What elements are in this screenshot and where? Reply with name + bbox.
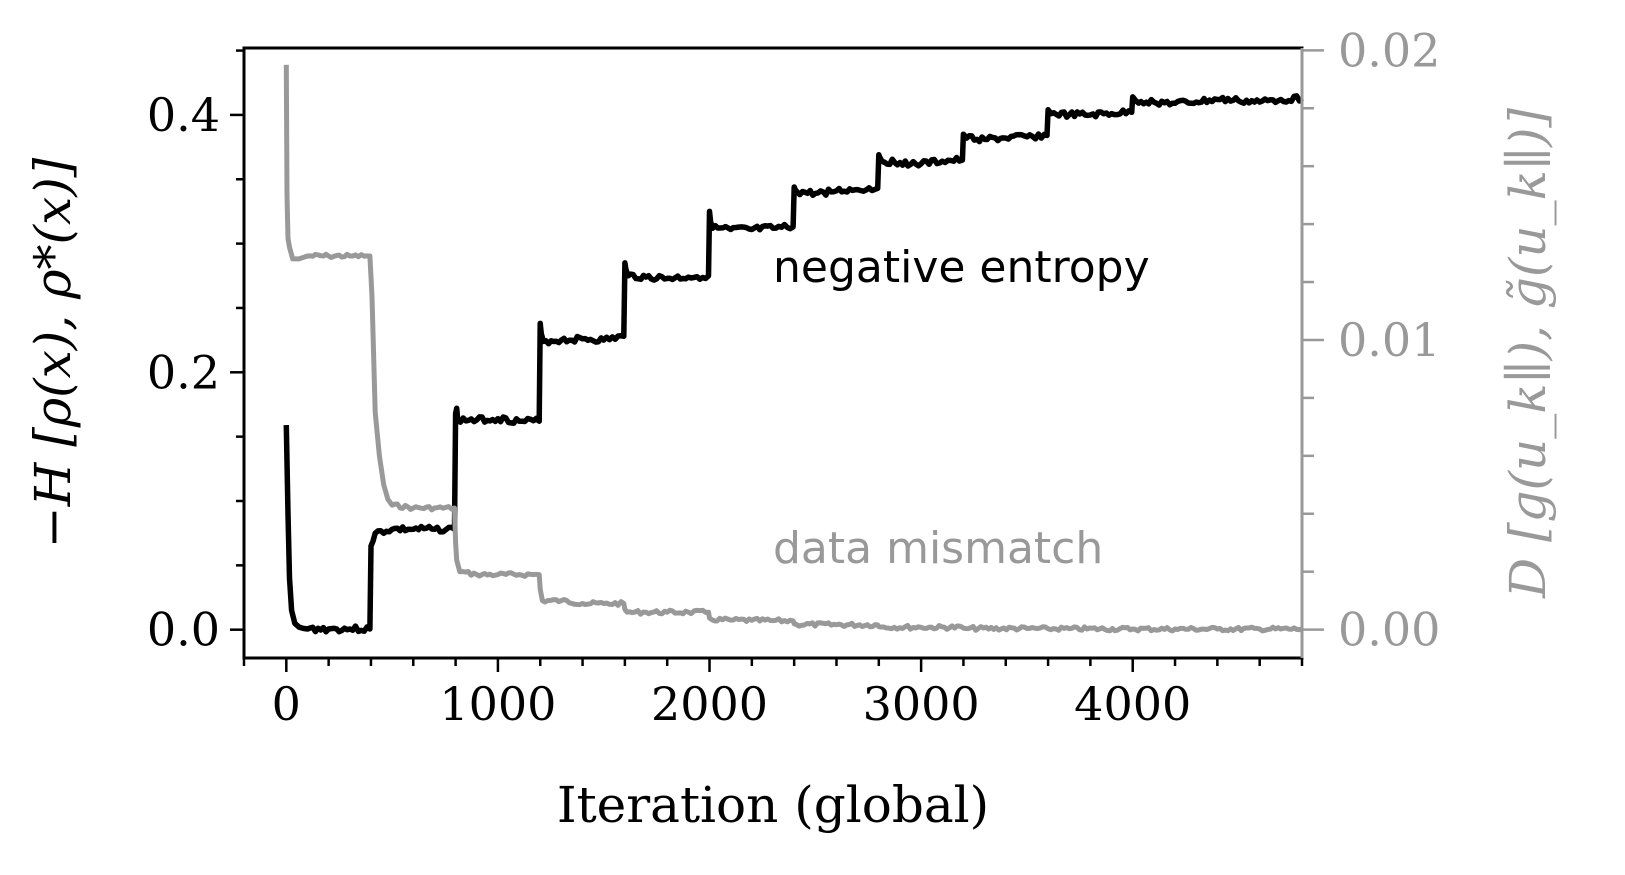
- x-axis-label: Iteration (global): [557, 776, 989, 834]
- y-right-tick-label: 0.01: [1338, 313, 1440, 367]
- y-right-tick-label: 0.02: [1338, 23, 1440, 77]
- x-tick-label: 2000: [651, 677, 768, 731]
- series-layer: [283, 64, 1305, 635]
- x-tick-label: 4000: [1074, 677, 1191, 731]
- y-axis-label-right: D [g(u_k∥), g̃(u_k∥)]: [1499, 108, 1557, 600]
- y-right-tick-label: 0.00: [1338, 603, 1440, 657]
- series-data_mismatch: [283, 64, 1303, 634]
- y-left-tick-label: 0.2: [147, 345, 220, 399]
- y-axis-label-left: −H [ρ(x), ρ*(x)]: [24, 157, 82, 548]
- annotation-data-mismatch: data mismatch: [773, 523, 1103, 574]
- tick-labels-layer: 0 1000 2000 3000 4000 0.0 0.2 0.4 0.00 0.01 0.02: [147, 23, 1441, 731]
- x-tick-label: 1000: [439, 677, 556, 731]
- y-left-tick-label: 0.0: [147, 603, 220, 657]
- series-negative_entropy: [283, 93, 1305, 635]
- ticks-layer: [230, 49, 1324, 672]
- plot-area: [242, 46, 1305, 660]
- y-left-tick-label: 0.4: [147, 88, 220, 142]
- x-tick-label: 0: [272, 677, 301, 731]
- annotation-negative-entropy: negative entropy: [773, 242, 1150, 293]
- x-tick-label: 3000: [863, 677, 980, 731]
